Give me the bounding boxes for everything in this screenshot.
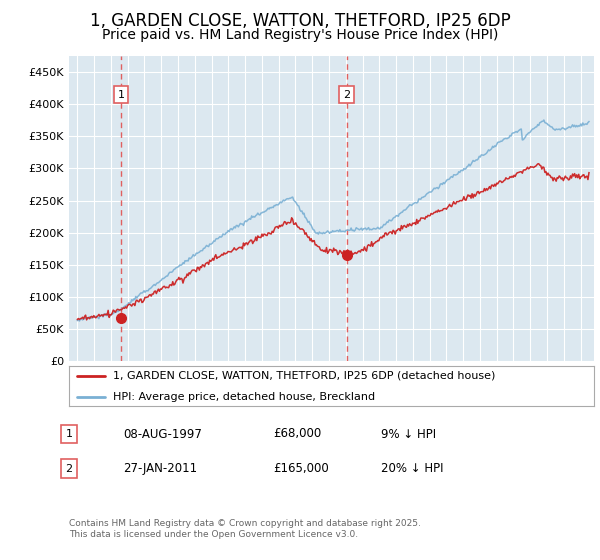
Text: 2: 2 (343, 90, 350, 100)
Text: 1: 1 (65, 429, 73, 439)
Text: £68,000: £68,000 (273, 427, 321, 441)
Text: 20% ↓ HPI: 20% ↓ HPI (381, 462, 443, 475)
Text: 1, GARDEN CLOSE, WATTON, THETFORD, IP25 6DP: 1, GARDEN CLOSE, WATTON, THETFORD, IP25 … (89, 12, 511, 30)
Text: 08-AUG-1997: 08-AUG-1997 (123, 427, 202, 441)
Text: HPI: Average price, detached house, Breckland: HPI: Average price, detached house, Brec… (113, 392, 374, 402)
Text: 2: 2 (65, 464, 73, 474)
Text: 9% ↓ HPI: 9% ↓ HPI (381, 427, 436, 441)
Text: Price paid vs. HM Land Registry's House Price Index (HPI): Price paid vs. HM Land Registry's House … (102, 28, 498, 43)
Text: Contains HM Land Registry data © Crown copyright and database right 2025.
This d: Contains HM Land Registry data © Crown c… (69, 520, 421, 539)
Text: £165,000: £165,000 (273, 462, 329, 475)
Text: 27-JAN-2011: 27-JAN-2011 (123, 462, 197, 475)
Text: 1, GARDEN CLOSE, WATTON, THETFORD, IP25 6DP (detached house): 1, GARDEN CLOSE, WATTON, THETFORD, IP25 … (113, 371, 495, 381)
Text: 1: 1 (118, 90, 124, 100)
